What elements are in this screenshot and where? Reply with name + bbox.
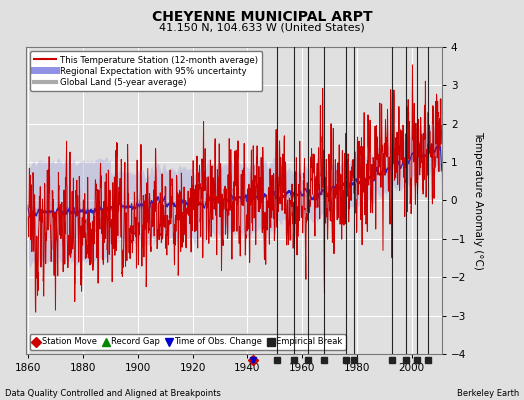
Text: 41.150 N, 104.633 W (United States): 41.150 N, 104.633 W (United States) — [159, 22, 365, 32]
Text: Data Quality Controlled and Aligned at Breakpoints: Data Quality Controlled and Aligned at B… — [5, 389, 221, 398]
Y-axis label: Temperature Anomaly (°C): Temperature Anomaly (°C) — [473, 131, 483, 270]
Text: CHEYENNE MUNICIPAL ARPT: CHEYENNE MUNICIPAL ARPT — [151, 10, 373, 24]
Legend: Station Move, Record Gap, Time of Obs. Change, Empirical Break: Station Move, Record Gap, Time of Obs. C… — [30, 334, 346, 350]
Text: Berkeley Earth: Berkeley Earth — [456, 389, 519, 398]
